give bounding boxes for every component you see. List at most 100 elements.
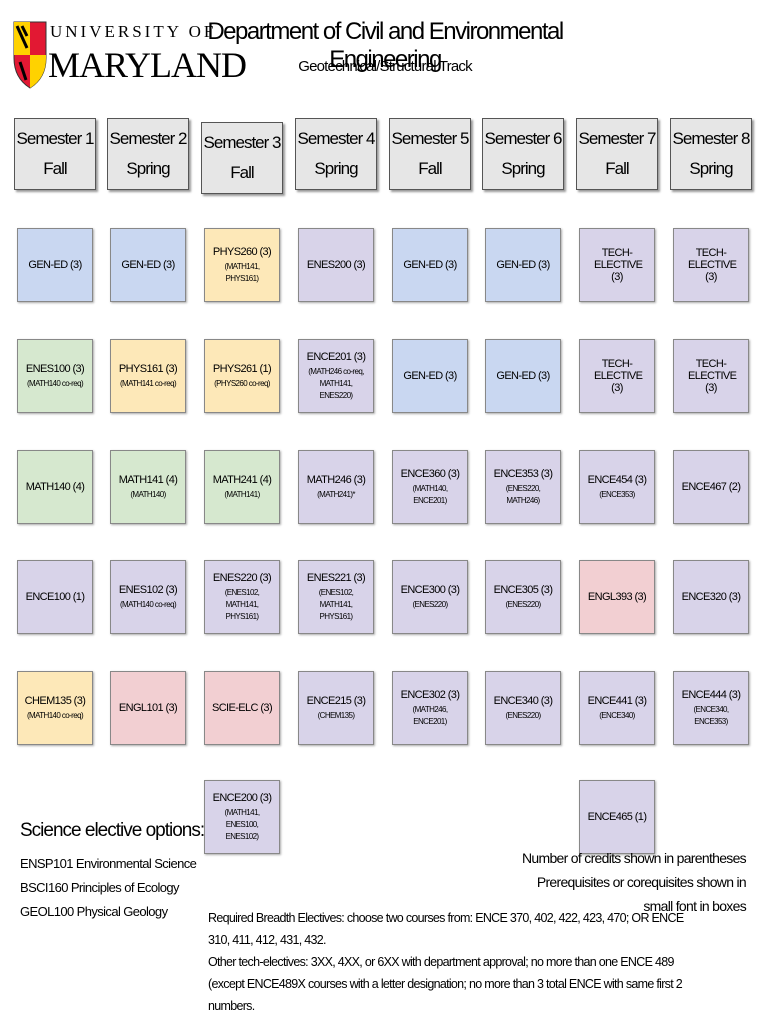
course-box: MATH246 (3) (MATH241)*	[298, 450, 374, 524]
course-name: ENGL393 (3)	[587, 591, 647, 603]
course-box: ENCE353 (3) (ENES220, MATH246)	[485, 450, 561, 524]
semester-header: Semester 7 Fall	[576, 118, 658, 190]
course-name: ENCE305 (3)	[493, 583, 553, 596]
course-note: (CHEM135)	[317, 710, 355, 720]
course-box: ENES102 (3) (MATH140 co-req)	[110, 560, 186, 634]
course-box: PHYS261 (1) (PHYS260 co-req)	[204, 339, 280, 413]
course-name: ENCE215 (3)	[306, 694, 366, 707]
course-name: ENES200 (3)	[306, 259, 366, 271]
course-note: (MATH140, ENCE201)	[412, 483, 449, 505]
course-box: ENGL393 (3)	[579, 560, 655, 634]
footnote: Required Breadth Electives: choose two c…	[208, 911, 684, 947]
science-item: GEOL100 Physical Geology	[20, 904, 168, 919]
course-name: MATH141 (4)	[118, 473, 178, 486]
course-name: ENCE200 (3)	[212, 791, 272, 804]
course-note: (MATH241)*	[317, 489, 355, 499]
course-name: ENCE300 (3)	[400, 583, 460, 596]
semester-term: Spring	[126, 159, 170, 178]
course-box: ENCE320 (3)	[673, 560, 749, 634]
semester-header: Semester 4 Spring	[295, 118, 377, 190]
course-note: (ENES220)	[412, 599, 448, 609]
course-name: PHYS261 (1)	[212, 362, 272, 375]
course-note: (MATH246, ENCE201)	[412, 704, 449, 726]
semester-term: Spring	[689, 159, 733, 178]
course-note: (MATH141, PHYS161)	[224, 261, 261, 283]
course-box: ENCE340 (3) (ENES220)	[485, 671, 561, 745]
course-box: MATH141 (4) (MATH140)	[110, 450, 186, 524]
course-note: (MATH141 co-req)	[119, 378, 177, 388]
semester-name: Semester 6	[484, 129, 563, 148]
course-box: ENCE302 (3) (MATH246, ENCE201)	[392, 671, 468, 745]
course-box: ENCE201 (3) (MATH246 co-req, MATH141, ENE…	[298, 339, 374, 413]
semester-name: Semester 8	[672, 129, 751, 148]
science-list: ENSP101 Environmental Science BSCI160 Pri…	[20, 852, 197, 924]
course-note: (ENES220)	[505, 599, 541, 609]
semester-name: Semester 2	[109, 129, 188, 148]
course-name: ENCE465 (1)	[587, 811, 647, 823]
legend-note: Prerequisites or corequisites shown in s…	[536, 874, 747, 914]
course-name: GEN-ED (3)	[403, 259, 457, 271]
course-box: GEN-ED (3)	[110, 228, 186, 302]
course-box: TECH-ELECTIVE (3)	[579, 339, 655, 413]
course-box: PHYS161 (3) (MATH141 co-req)	[110, 339, 186, 413]
course-name: ENES221 (3)	[306, 571, 366, 584]
course-name: SCIE-ELC (3)	[211, 702, 273, 714]
semester-header: Semester 2 Spring	[107, 118, 189, 190]
course-box: ENCE360 (3) (MATH140, ENCE201)	[392, 450, 468, 524]
course-box: ENES220 (3) (ENES102, MATH141, PHYS161)	[204, 560, 280, 634]
course-name: ENCE441 (3)	[587, 694, 647, 707]
semester-term: Spring	[314, 159, 358, 178]
semester-header: Semester 8 Spring	[670, 118, 752, 190]
course-note: (ENES102, MATH141, PHYS161)	[318, 587, 354, 621]
semester-header: Semester 1 Fall	[14, 118, 96, 190]
course-box: GEN-ED (3)	[392, 228, 468, 302]
course-name: ENCE302 (3)	[400, 688, 460, 701]
course-name: GEN-ED (3)	[403, 370, 457, 382]
course-box: CHEM135 (3) (MATH140 co-req)	[17, 671, 93, 745]
course-name: GEN-ED (3)	[28, 259, 82, 271]
course-box: MATH140 (4)	[17, 450, 93, 524]
course-box: GEN-ED (3)	[17, 228, 93, 302]
course-name: GEN-ED (3)	[496, 259, 550, 271]
course-note: (MATH246 co-req, MATH141, ENES220)	[308, 366, 364, 400]
course-name: MATH241 (4)	[212, 473, 272, 486]
course-box: ENCE100 (1)	[17, 560, 93, 634]
semester-name: Semester 3	[203, 133, 282, 152]
subtitle: Geotechnical/Structural Track	[298, 58, 472, 75]
legend: Number of credits shown in parentheses Pr…	[510, 846, 747, 918]
course-box: TECH-ELECTIVE (3)	[673, 339, 749, 413]
course-box: TECH-ELECTIVE (3)	[579, 228, 655, 302]
course-box: ENGL101 (3)	[110, 671, 186, 745]
course-box: MATH241 (4) (MATH141)	[204, 450, 280, 524]
semester-term: Fall	[605, 159, 629, 178]
course-note: (ENCE340, ENCE353)	[693, 704, 729, 726]
course-name: ENGL101 (3)	[118, 702, 178, 714]
course-note: (MATH141, ENES100, ENES102)	[224, 807, 261, 841]
footnotes: Required Breadth Electives: choose two c…	[208, 907, 698, 1017]
course-box: ENES200 (3)	[298, 228, 374, 302]
course-note: (ENES220)	[505, 710, 541, 720]
course-note: (ENCE353)	[599, 489, 635, 499]
course-box: ENCE444 (3) (ENCE340, ENCE353)	[673, 671, 749, 745]
course-name: ENCE467 (2)	[681, 481, 741, 493]
course-name: ENES100 (3)	[25, 362, 85, 375]
course-box: TECH-ELECTIVE (3)	[673, 228, 749, 302]
semester-name: Semester 5	[391, 129, 470, 148]
course-note: (ENCE340)	[599, 710, 635, 720]
course-note: (MATH140 co-req)	[26, 378, 84, 388]
course-box: GEN-ED (3)	[485, 228, 561, 302]
course-name: TECH-ELECTIVE (3)	[688, 358, 737, 394]
course-box: GEN-ED (3)	[392, 339, 468, 413]
course-name: ENCE100 (1)	[25, 591, 85, 603]
course-note: (MATH140 co-req)	[119, 599, 177, 609]
course-box: ENCE465 (1)	[579, 780, 655, 854]
legend-note: Number of credits shown in parentheses	[522, 850, 747, 866]
science-item: BSCI160 Principles of Ecology	[20, 880, 180, 895]
course-box: ENCE467 (2)	[673, 450, 749, 524]
course-box: GEN-ED (3)	[485, 339, 561, 413]
course-box: PHYS260 (3) (MATH141, PHYS161)	[204, 228, 280, 302]
semester-term: Fall	[230, 163, 254, 182]
course-box: ENES221 (3) (ENES102, MATH141, PHYS161)	[298, 560, 374, 634]
course-name: TECH-ELECTIVE (3)	[688, 247, 737, 283]
